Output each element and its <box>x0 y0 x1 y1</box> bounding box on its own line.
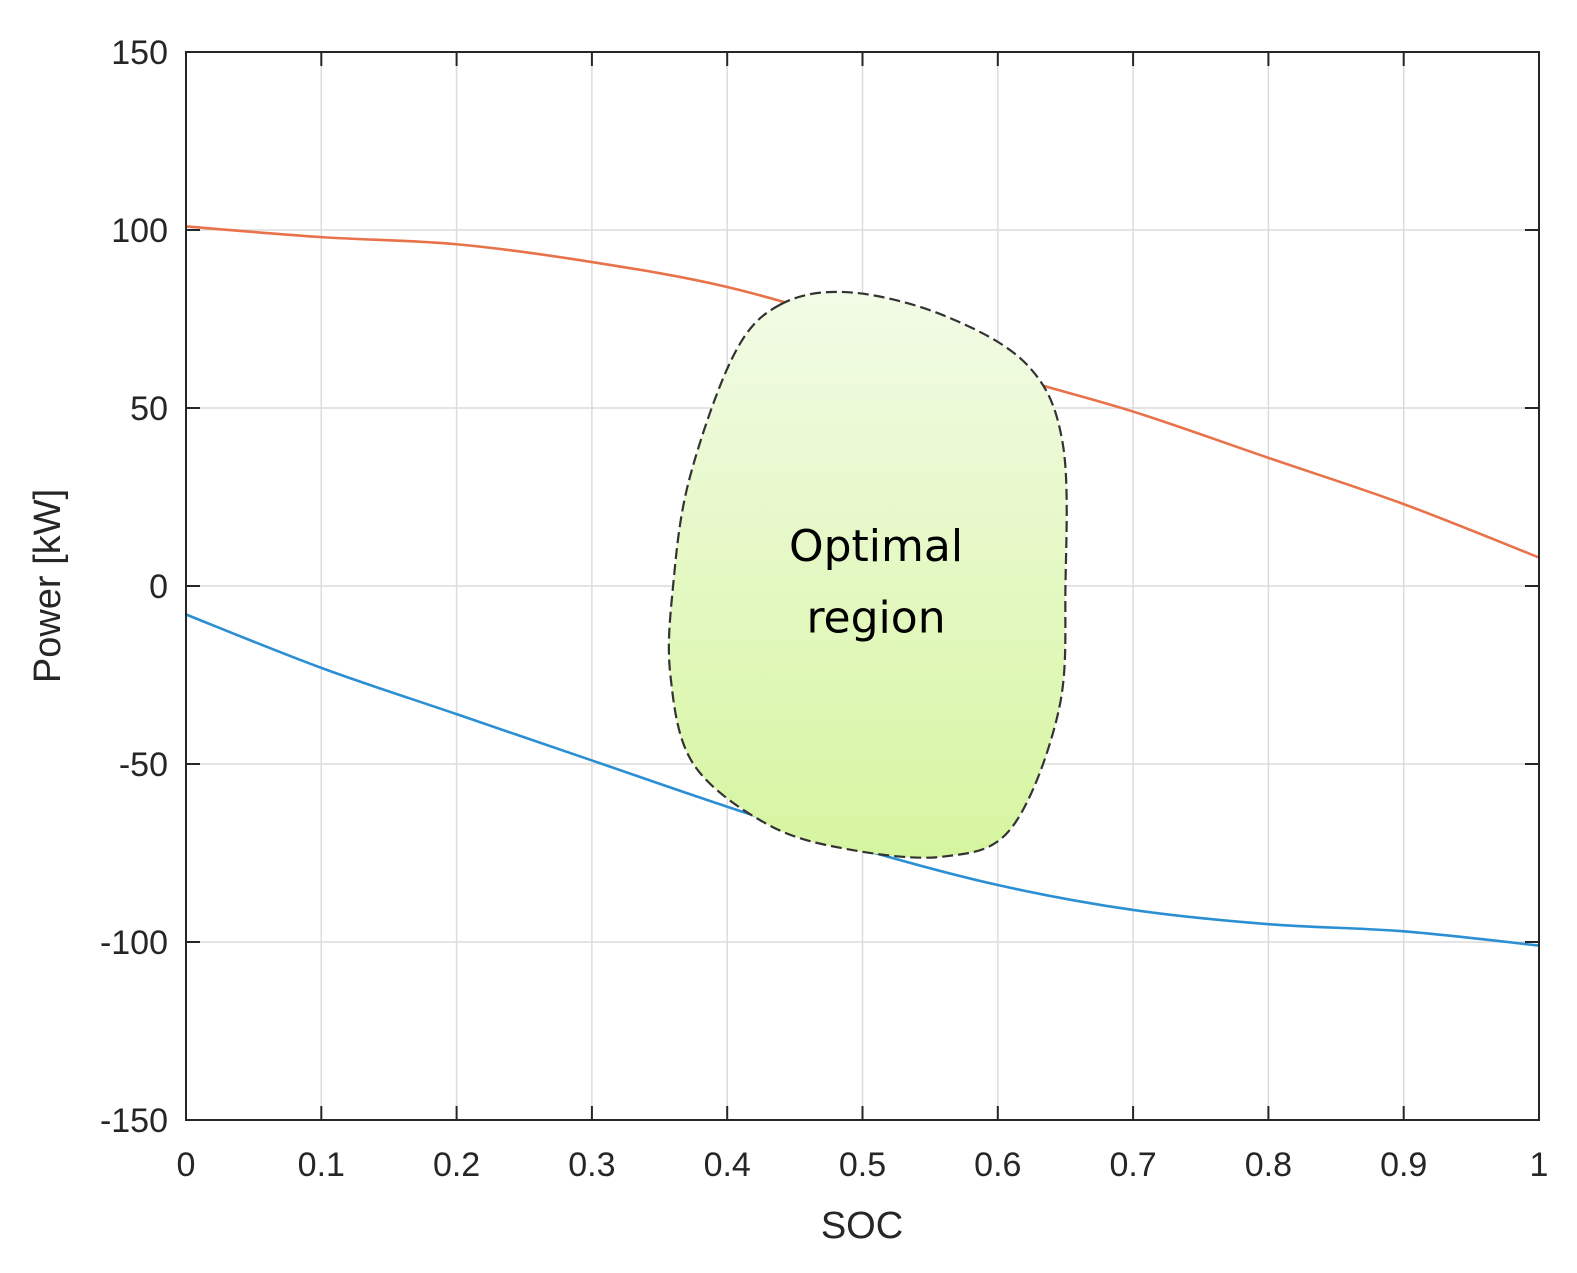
region-label-line-1: Optimal <box>789 521 963 572</box>
x-tick-label: 0.4 <box>704 1146 751 1184</box>
optimal-region-shape <box>667 290 1068 859</box>
x-tick-label: 0 <box>177 1146 196 1184</box>
x-tick-label: 0.5 <box>839 1146 886 1184</box>
y-axis-title: Power [kW] <box>27 489 69 683</box>
axis-ticks: 0 0.1 0.2 0.3 0.4 0.5 0.6 0.7 0.8 0.9 1 -150 -100 -50… <box>100 34 1549 1184</box>
x-tick-label: 0.2 <box>433 1146 480 1184</box>
y-tick-label: -100 <box>100 924 168 962</box>
y-tick-label: 150 <box>111 34 168 72</box>
optimal-region-annotation: Optimal region <box>667 290 1068 859</box>
x-tick-label: 0.3 <box>568 1146 615 1184</box>
x-axis-title: SOC <box>821 1205 903 1247</box>
y-tick-label: -50 <box>119 746 168 784</box>
x-tick-label: 0.9 <box>1380 1146 1427 1184</box>
y-tick-label: 100 <box>111 212 168 250</box>
x-tick-label: 0.7 <box>1109 1146 1156 1184</box>
y-tick-label: 50 <box>130 390 168 428</box>
y-tick-label: -150 <box>100 1102 168 1140</box>
x-tick-label: 0.6 <box>974 1146 1021 1184</box>
x-tick-label: 0.8 <box>1245 1146 1292 1184</box>
region-label-line-2: region <box>806 592 945 643</box>
y-tick-label: 0 <box>149 568 168 606</box>
x-tick-label: 1 <box>1530 1146 1549 1184</box>
x-tick-label: 0.1 <box>298 1146 345 1184</box>
